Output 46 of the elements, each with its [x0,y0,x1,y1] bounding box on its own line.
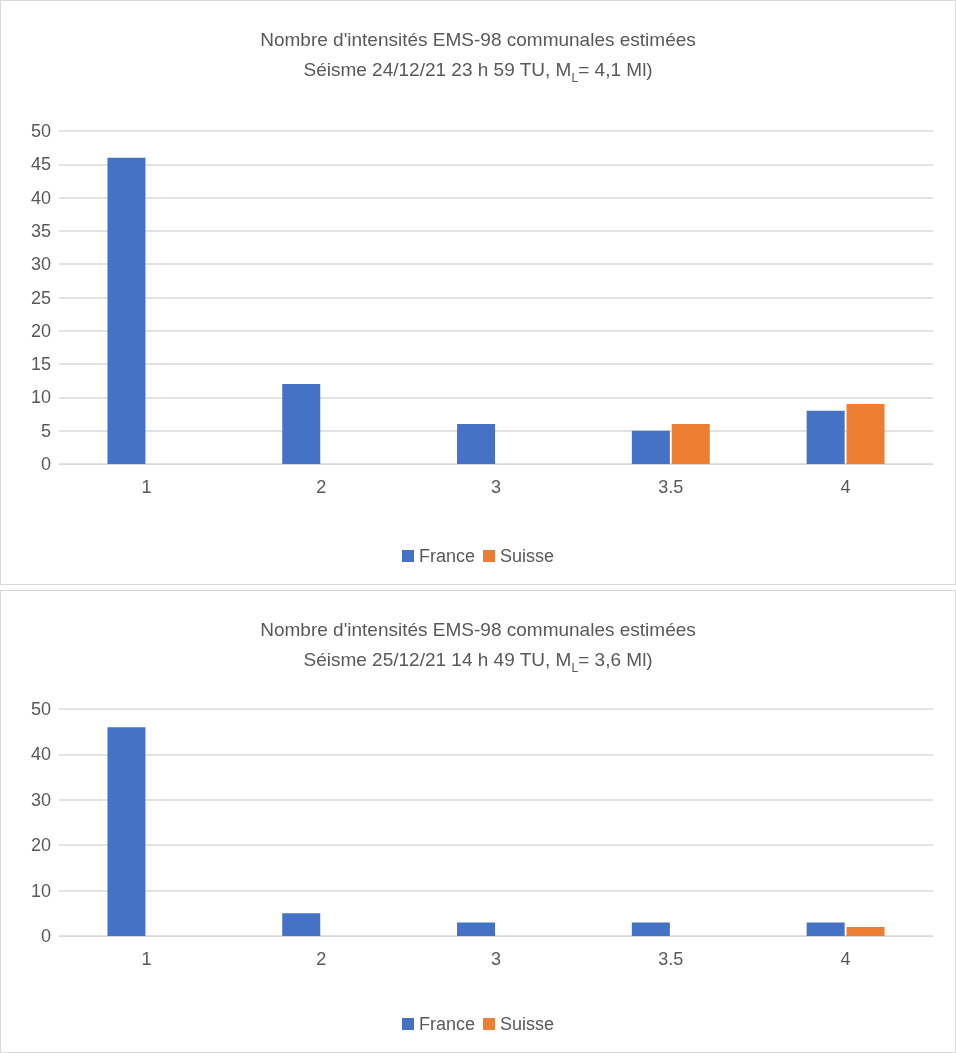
bar [671,424,710,464]
y-tick-label: 20 [30,320,51,341]
bar [846,404,885,464]
x-tick-label: 1 [141,477,152,497]
bar [631,430,670,464]
x-tick-label: 2 [316,949,327,969]
x-tick-label: 3.5 [658,949,684,969]
y-tick-label: 35 [30,220,51,241]
y-tick-label: 40 [30,744,51,765]
y-tick-label: 30 [30,254,51,275]
y-tick-label: 25 [30,287,51,308]
legend-label: France [418,1014,476,1034]
y-tick-label: 0 [40,454,51,474]
x-tick-label: 3 [490,477,502,497]
y-tick-label: 10 [30,880,51,901]
y-tick-label: 45 [30,154,51,175]
legend-label: France [418,546,476,566]
y-tick-label: 20 [30,835,51,856]
y-tick-label: 40 [30,187,51,208]
bar [806,922,845,936]
y-tick-label: 0 [40,926,51,946]
legend-label: Suisse [500,1014,555,1034]
bar [107,157,146,464]
y-tick-label: 15 [30,354,51,375]
y-tick-label: 50 [30,699,51,719]
bar [457,424,496,464]
x-tick-label: 3 [490,949,502,969]
x-tick-label: 4 [840,477,851,497]
bar [107,727,146,936]
chart-title: Nombre d'intensités EMS-98 communales estimées [260,618,696,640]
x-tick-label: 2 [316,477,327,497]
bar [631,922,670,936]
x-tick-label: 3.5 [658,477,684,497]
y-tick-label: 30 [30,789,51,810]
bar [806,410,845,464]
bar [457,922,496,936]
bar [282,384,321,464]
y-tick-label: 5 [40,420,51,441]
y-tick-label: 50 [30,121,51,141]
chart-title: Nombre d'intensités EMS-98 communales estimées [260,28,696,50]
y-tick-label: 10 [30,387,51,408]
bar [846,926,885,936]
x-tick-label: 1 [141,949,152,969]
x-tick-label: 4 [840,949,851,969]
legend-label: Suisse [500,546,555,566]
bar [282,913,321,936]
